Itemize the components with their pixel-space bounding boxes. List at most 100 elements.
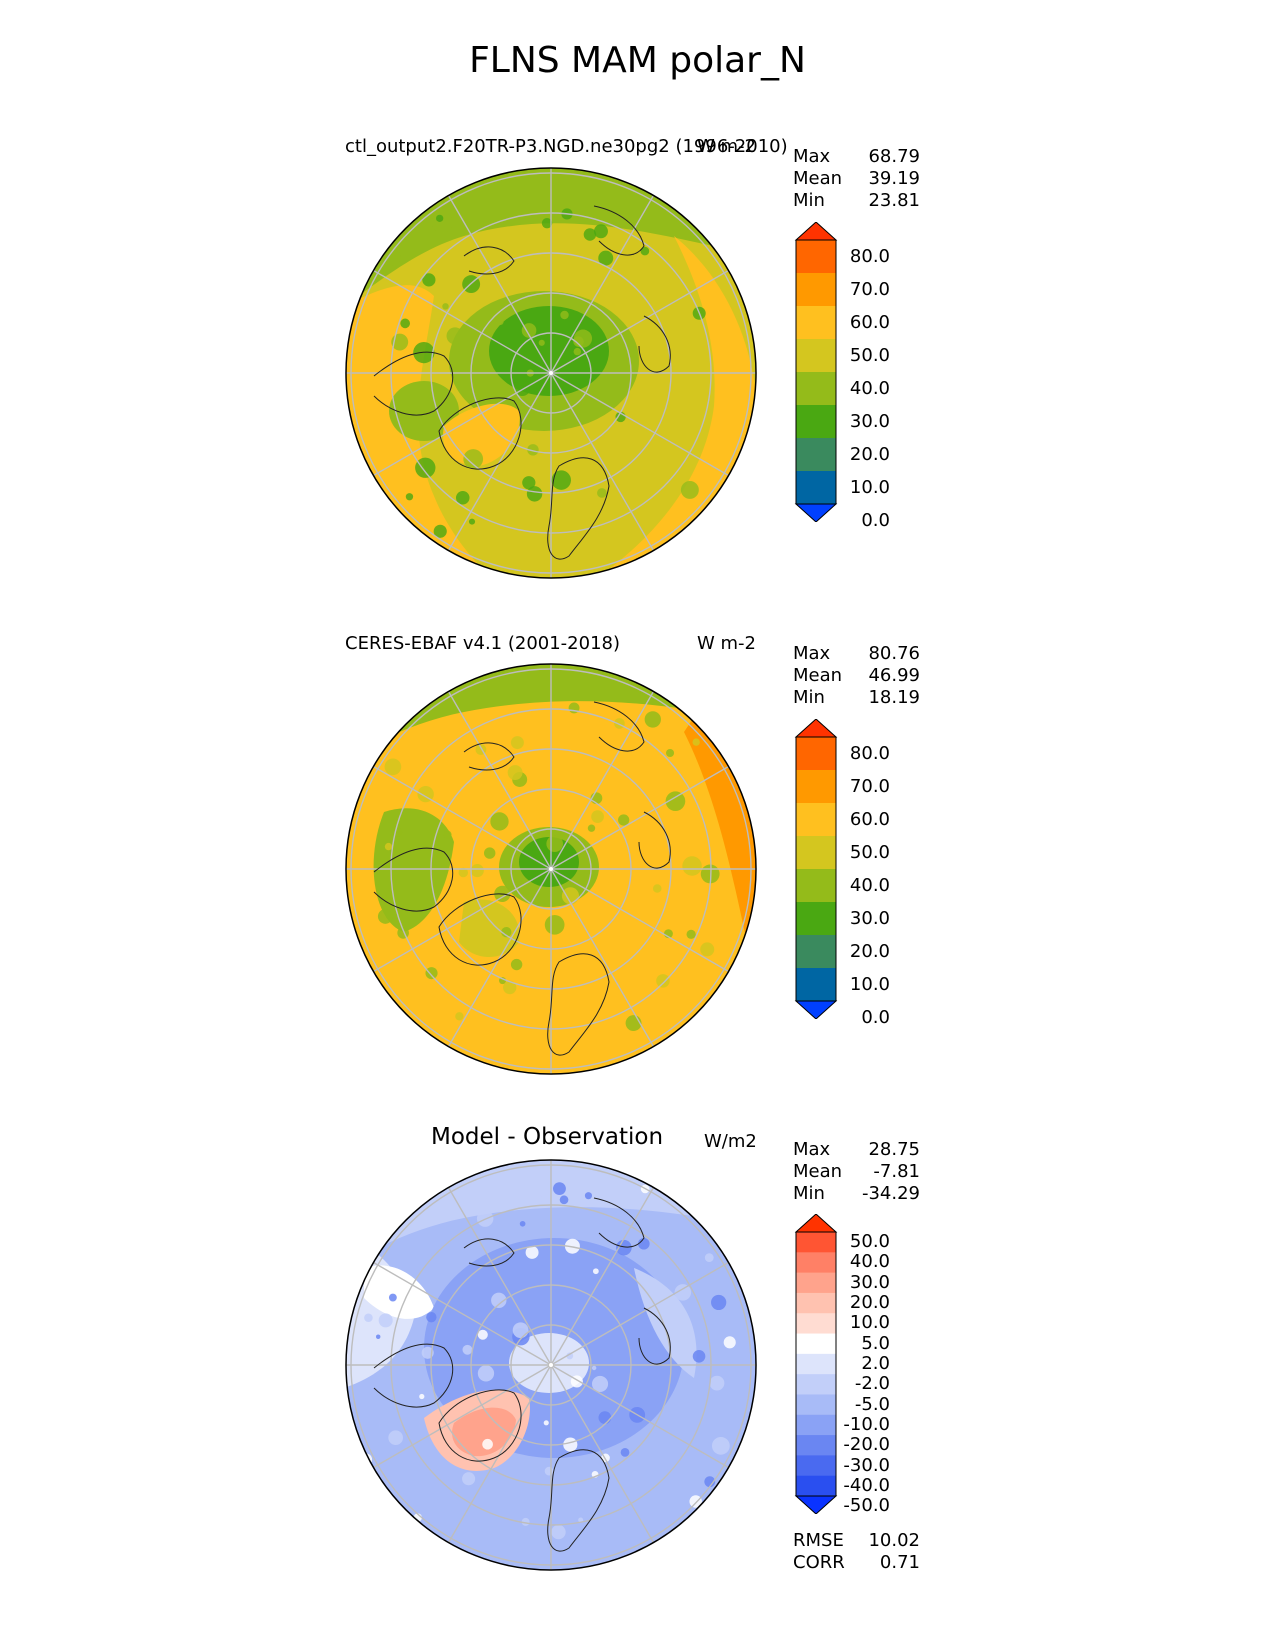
colorbar-bin bbox=[796, 935, 836, 969]
coastlines bbox=[373, 701, 671, 1056]
colorbar-tick-label: 70.0 bbox=[849, 278, 890, 300]
colorbar-tick-label: 10.0 bbox=[849, 973, 890, 995]
colorbar-tick-label: 40.0 bbox=[849, 1251, 890, 1273]
colorbar-bin bbox=[796, 1252, 836, 1274]
colorbar-bin bbox=[796, 1313, 836, 1335]
min-value: 23.81 bbox=[868, 190, 920, 211]
corr-label: CORR bbox=[793, 1552, 845, 1573]
colorbar-tick-label: 0.0 bbox=[861, 509, 890, 531]
colorbar-bin bbox=[796, 869, 836, 903]
max-label: Max bbox=[793, 643, 831, 664]
colorbar-bin bbox=[796, 1333, 836, 1355]
colorbar-tick-label: -20.0 bbox=[843, 1434, 890, 1456]
colorbar-bin bbox=[796, 240, 836, 274]
colorbar-bin bbox=[796, 1292, 836, 1314]
colorbar-bin bbox=[796, 438, 836, 472]
colorbar-tick-label: 80.0 bbox=[849, 245, 890, 267]
map-boundary bbox=[345, 167, 757, 579]
map-boundary bbox=[345, 663, 757, 1075]
colorbar-tick-label: 60.0 bbox=[849, 808, 890, 830]
panel-2-colorbar-labels: 80.0 70.0 60.0 50.0 40.0 30.0 20.0 10.0 0.0 bbox=[840, 719, 890, 1028]
colorbar-tick-label: 0.0 bbox=[861, 1006, 890, 1028]
colorbar-bin bbox=[796, 968, 836, 1002]
colorbar-tick-label: 50.0 bbox=[849, 841, 890, 863]
colorbar-bin bbox=[796, 1414, 836, 1436]
colorbar-tick-label: 30.0 bbox=[849, 410, 890, 432]
min-value: -34.29 bbox=[861, 1183, 920, 1204]
colorbar-tick-label: 20.0 bbox=[849, 1292, 890, 1314]
max-value: 28.75 bbox=[868, 1139, 920, 1160]
min-value: 18.19 bbox=[868, 687, 920, 708]
max-label: Max bbox=[793, 1139, 831, 1160]
colorbar-bin bbox=[796, 737, 836, 771]
min-label: Min bbox=[793, 687, 825, 708]
colorbar-tick-label: 30.0 bbox=[849, 907, 890, 929]
panel-2-polar-map bbox=[345, 663, 757, 1075]
panel-3-summary: RMSE 10.02 CORR 0.71 bbox=[793, 1530, 920, 1574]
colorbar-bin bbox=[796, 1374, 836, 1395]
colorbar-bin bbox=[796, 770, 836, 804]
min-label: Min bbox=[793, 190, 825, 211]
max-value: 68.79 bbox=[868, 146, 920, 167]
colorbar-tick-label: -10.0 bbox=[843, 1413, 890, 1435]
colorbar-bin bbox=[796, 1435, 836, 1456]
panel-3-title: Model - Observation bbox=[431, 1124, 664, 1150]
colorbar-bin bbox=[796, 1272, 836, 1294]
filled-contours bbox=[346, 168, 756, 578]
min-label: Min bbox=[793, 1183, 825, 1204]
rmse-label: RMSE bbox=[793, 1530, 844, 1551]
mean-value: -7.81 bbox=[873, 1161, 920, 1182]
colorbar-extend-max bbox=[794, 222, 838, 241]
colorbar-bin bbox=[796, 902, 836, 936]
colorbar-extend-max bbox=[794, 1214, 838, 1233]
colorbar-extend-min bbox=[794, 1000, 838, 1019]
mean-label: Mean bbox=[793, 1161, 843, 1182]
mean-label: Mean bbox=[793, 168, 843, 189]
max-value: 80.76 bbox=[868, 643, 920, 664]
colorbar-bin bbox=[796, 306, 836, 340]
colorbar-bin bbox=[796, 405, 836, 439]
colorbar-tick-label: 5.0 bbox=[861, 1332, 890, 1354]
map-boundary bbox=[345, 1159, 757, 1571]
colorbar-bin bbox=[796, 803, 836, 837]
colorbar-tick-label: 50.0 bbox=[849, 344, 890, 366]
colorbar-tick-label: -50.0 bbox=[843, 1495, 890, 1517]
panel-1-colorbar-labels: 80.0 70.0 60.0 50.0 40.0 30.0 20.0 10.0 0.0 bbox=[840, 222, 890, 531]
colorbar-bin bbox=[796, 273, 836, 307]
coastlines bbox=[373, 1197, 671, 1552]
mean-value: 46.99 bbox=[868, 665, 920, 686]
colorbar-tick-label: -2.0 bbox=[854, 1373, 890, 1395]
colorbar-tick-label: 60.0 bbox=[849, 311, 890, 333]
colorbar-bin bbox=[796, 1455, 836, 1477]
colorbar-extend-min bbox=[794, 503, 838, 522]
colorbar-tick-label: 20.0 bbox=[849, 443, 890, 465]
figure-title: FLNS MAM polar_N bbox=[469, 40, 806, 81]
colorbar-tick-label: 50.0 bbox=[849, 1231, 890, 1253]
mean-value: 39.19 bbox=[868, 168, 920, 189]
colorbar-tick-label: 20.0 bbox=[849, 940, 890, 962]
panel-2-title: CERES-EBAF v4.1 (2001-2018) bbox=[345, 633, 621, 654]
colorbar-extend-max bbox=[794, 719, 838, 738]
colorbar-tick-label: 70.0 bbox=[849, 775, 890, 797]
colorbar-tick-label: 40.0 bbox=[849, 377, 890, 399]
panel-3-polar-map bbox=[345, 1159, 757, 1571]
panel-1-stats: Max 68.79 Mean 39.19 Min 23.81 bbox=[793, 146, 920, 212]
colorbar-tick-label: 10.0 bbox=[849, 1312, 890, 1334]
filled-contours bbox=[346, 1160, 756, 1570]
panel-2-units: W m-2 bbox=[697, 633, 757, 654]
colorbar-tick-label: -30.0 bbox=[843, 1454, 890, 1476]
panel-3-stats: Max 28.75 Mean -7.81 Min -34.29 bbox=[793, 1139, 920, 1205]
colorbar-tick-label: -5.0 bbox=[854, 1393, 890, 1415]
colorbar-bin bbox=[796, 836, 836, 870]
mean-label: Mean bbox=[793, 665, 843, 686]
colorbar-bin bbox=[796, 372, 836, 406]
colorbar-tick-label: 30.0 bbox=[849, 1271, 890, 1293]
colorbar-tick-label: 40.0 bbox=[849, 874, 890, 896]
panel-3-colorbar-labels: 50.0 40.0 30.0 20.0 10.0 5.0 2.0 -2.0 -5.0 -10.0-… bbox=[840, 1214, 890, 1517]
panel-3-units: W/m2 bbox=[704, 1131, 757, 1152]
panel-1-title: ctl_output2.F20TR-P3.NGD.ne30pg2 (1996-2… bbox=[345, 136, 788, 157]
colorbar-extend-min bbox=[794, 1495, 838, 1514]
panel-3-colorbar bbox=[794, 1214, 838, 1514]
colorbar-tick-label: 2.0 bbox=[861, 1353, 890, 1374]
colorbar-bin bbox=[796, 471, 836, 505]
